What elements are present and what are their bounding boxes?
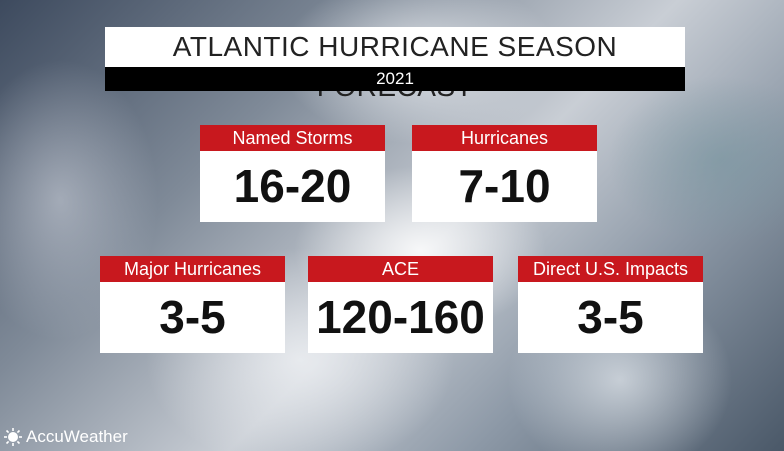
forecast-card: ACE 120-160 (308, 256, 493, 353)
forecast-card: Direct U.S. Impacts 3-5 (518, 256, 703, 353)
forecast-card: Major Hurricanes 3-5 (100, 256, 285, 353)
card-label: Named Storms (200, 125, 385, 151)
card-label: Major Hurricanes (100, 256, 285, 282)
card-value: 16-20 (200, 151, 385, 222)
forecast-card: Named Storms 16-20 (200, 125, 385, 222)
forecast-card: Hurricanes 7-10 (412, 125, 597, 222)
brand: AccuWeather (4, 426, 128, 448)
card-label: Hurricanes (412, 125, 597, 151)
brand-name: AccuWeather (26, 427, 128, 446)
card-value: 7-10 (412, 151, 597, 222)
card-value: 3-5 (100, 282, 285, 353)
year: 2021 (105, 67, 685, 91)
brand-logo (4, 428, 22, 446)
card-label: Direct U.S. Impacts (518, 256, 703, 282)
card-value: 120-160 (308, 282, 493, 353)
title: ATLANTIC HURRICANE SEASON FORECAST (105, 27, 685, 102)
card-value: 3-5 (518, 282, 703, 353)
card-label: ACE (308, 256, 493, 282)
